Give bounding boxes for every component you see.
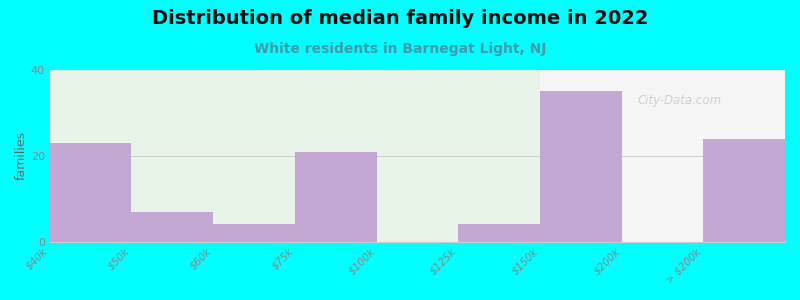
- Y-axis label: families: families: [15, 131, 28, 180]
- Text: City-Data.com: City-Data.com: [638, 94, 722, 107]
- Text: Distribution of median family income in 2022: Distribution of median family income in …: [152, 9, 648, 28]
- Bar: [540, 70, 785, 242]
- Bar: [131, 212, 213, 242]
- Bar: [703, 139, 785, 242]
- Bar: [540, 92, 622, 242]
- Text: White residents in Barnegat Light, NJ: White residents in Barnegat Light, NJ: [254, 42, 546, 56]
- Bar: [295, 152, 377, 242]
- Bar: [50, 70, 540, 242]
- Bar: [458, 224, 540, 242]
- Bar: [50, 143, 131, 242]
- Bar: [213, 224, 295, 242]
